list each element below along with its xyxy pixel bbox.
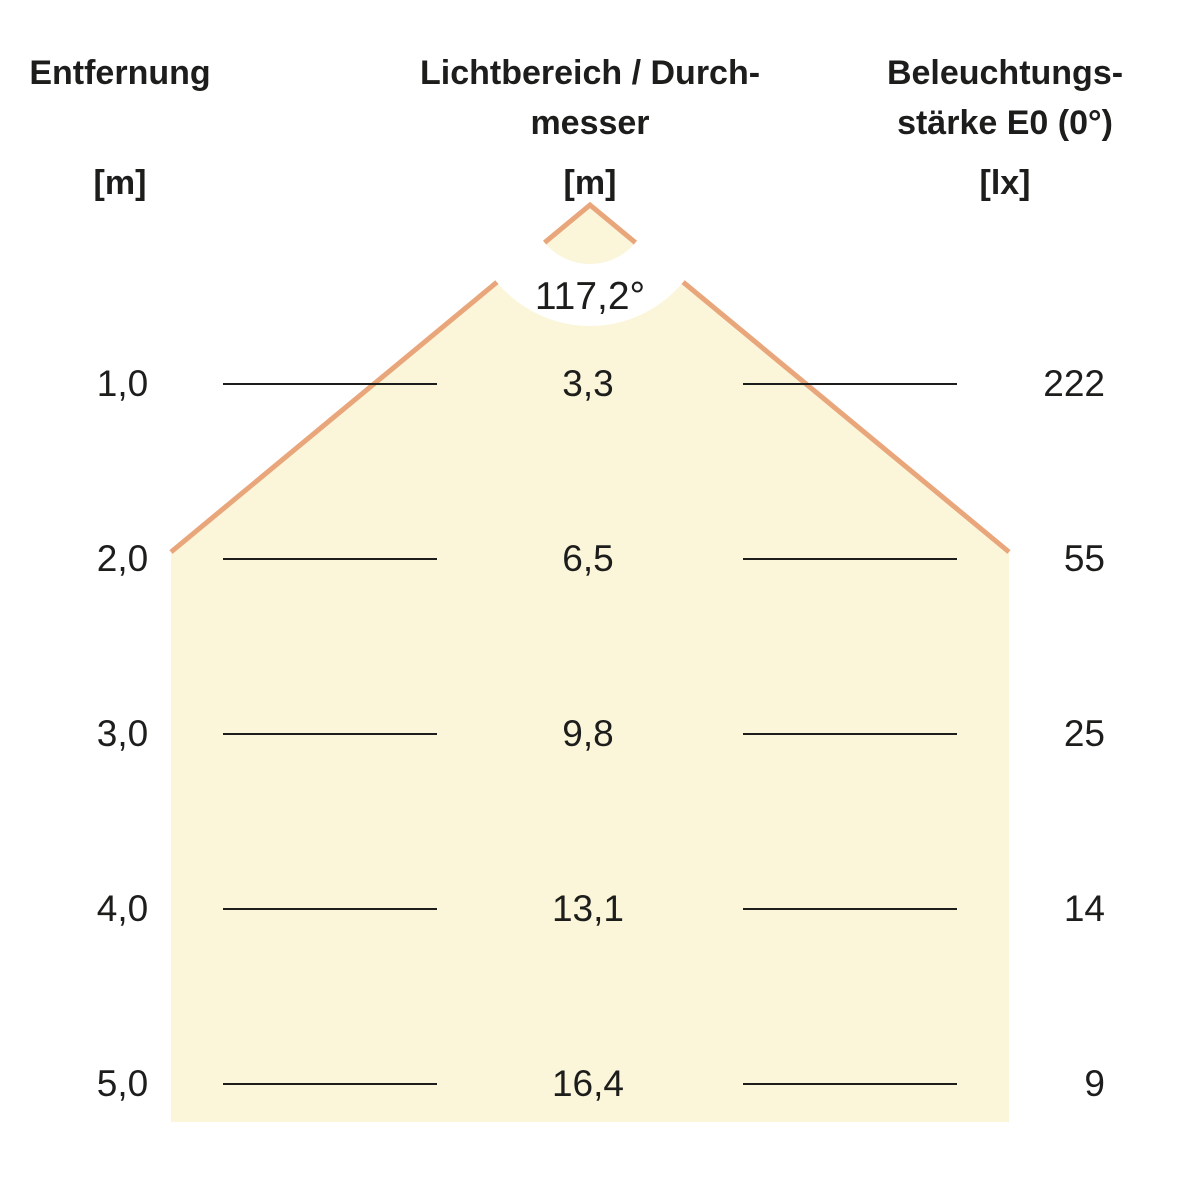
diameter-value: 6,5 — [562, 538, 614, 579]
table-row: 5,0 16,4 9 — [0, 1057, 1182, 1111]
illuminance-value: 9 — [1084, 1063, 1105, 1104]
diameter-value: 13,1 — [551, 888, 624, 929]
diameter-value: 16,4 — [551, 1063, 624, 1104]
distance-value: 1,0 — [96, 363, 149, 404]
table-row: 3,0 9,8 25 — [0, 707, 1182, 761]
illuminance-value: 55 — [1063, 538, 1105, 579]
beam-angle-value: 117,2° — [534, 275, 646, 318]
diameter-value: 3,3 — [562, 363, 614, 404]
distance-value: 3,0 — [96, 713, 149, 754]
illuminance-value: 222 — [1043, 363, 1105, 404]
distance-value: 5,0 — [96, 1063, 149, 1104]
illuminance-column-title-line2: stärke E0 (0°) — [897, 104, 1113, 142]
right-tick-line — [743, 558, 957, 560]
distance-column-unit: [m] — [93, 164, 147, 202]
distance-column-title: Entfernung — [29, 54, 211, 92]
distance-value: 4,0 — [96, 888, 149, 929]
beam-cone-fill — [171, 205, 1009, 1122]
right-tick-line — [743, 908, 957, 910]
table-row: 4,0 13,1 14 — [0, 882, 1182, 936]
illuminance-value: 14 — [1063, 888, 1105, 929]
left-tick-line — [223, 1083, 437, 1085]
left-tick-line — [223, 908, 437, 910]
beam-cone-edge-stroke — [169, 201, 1011, 554]
left-tick-line — [223, 733, 437, 735]
diameter-column-title-line2: messer — [530, 104, 650, 142]
table-row: 1,0 3,3 222 — [0, 357, 1182, 411]
illuminance-value: 25 — [1063, 713, 1105, 754]
distance-value: 2,0 — [96, 538, 149, 579]
illuminance-column-unit: [lx] — [979, 164, 1031, 202]
diameter-column-title-line1: Lichtbereich / Durch- — [420, 54, 761, 92]
diameter-value: 9,8 — [562, 713, 614, 754]
left-tick-line — [223, 383, 437, 385]
diameter-column-unit: [m] — [563, 164, 617, 202]
left-tick-line — [223, 558, 437, 560]
right-tick-line — [743, 733, 957, 735]
right-tick-line — [743, 383, 957, 385]
beam-angle-gap-band — [487, 236, 693, 326]
table-row: 2,0 6,5 55 — [0, 532, 1182, 586]
illuminance-column-title-line1: Beleuchtungs- — [886, 54, 1124, 92]
right-tick-line — [743, 1083, 957, 1085]
